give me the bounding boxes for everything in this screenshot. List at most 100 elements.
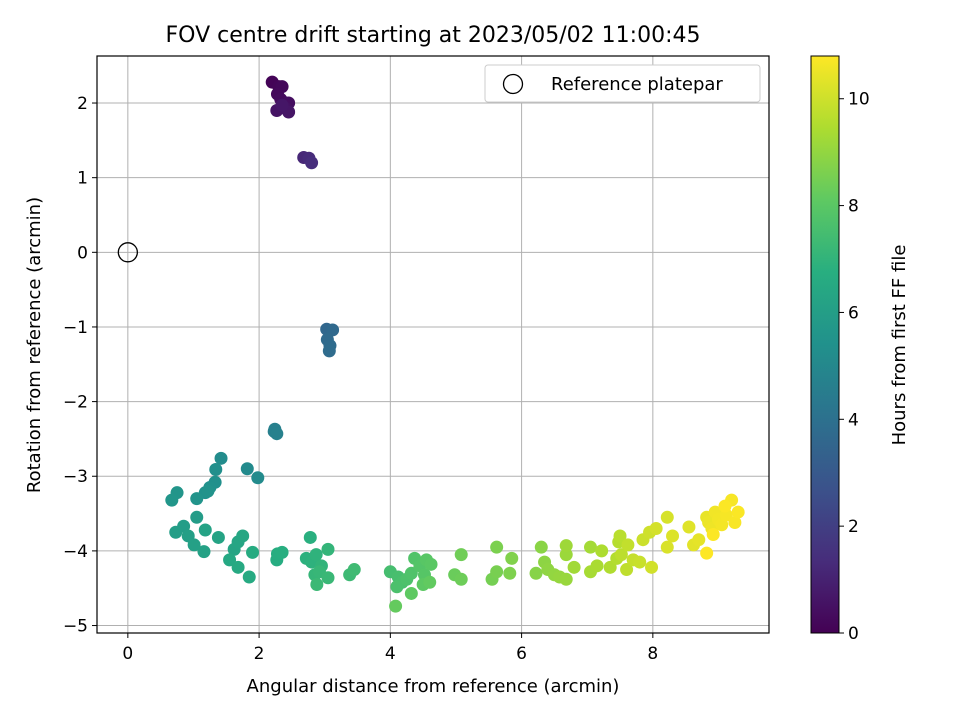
data-point: [700, 546, 714, 560]
y-tick-label: −2: [63, 393, 88, 413]
x-tick-label: 2: [254, 644, 265, 664]
legend-marker-circle: [502, 73, 524, 95]
data-point: [660, 510, 674, 524]
colorbar-tick-label: 6: [848, 303, 859, 323]
y-tick-label: −1: [63, 318, 88, 338]
colorbar-label: Hours from first FF file: [889, 245, 910, 446]
data-point: [595, 544, 609, 558]
data-point: [309, 548, 323, 562]
data-point: [529, 566, 543, 580]
colorbar: [810, 55, 840, 634]
data-point: [209, 463, 223, 477]
data-point: [404, 586, 418, 600]
data-point: [603, 560, 617, 574]
data-point: [645, 560, 659, 574]
data-point: [242, 570, 256, 584]
legend: Reference platepar: [484, 64, 761, 103]
data-point: [505, 551, 519, 565]
data-point: [660, 540, 674, 554]
data-point: [613, 529, 627, 543]
data-point: [666, 529, 680, 543]
data-point: [240, 462, 254, 476]
data-point: [404, 566, 418, 580]
y-tick-label: 1: [77, 169, 88, 189]
data-point: [275, 545, 289, 559]
data-point: [169, 525, 183, 539]
plot-frame: [96, 55, 770, 634]
data-point: [534, 540, 548, 554]
data-point: [246, 545, 260, 559]
y-axis-ticks: −5 −4 −3 −2 −1 0 1 2: [63, 94, 97, 637]
x-tick-label: 8: [647, 644, 658, 664]
reference-platepar-marker: [117, 242, 138, 263]
data-point: [424, 557, 438, 571]
data-point: [614, 548, 628, 562]
data-point: [715, 518, 729, 532]
chart-title: FOV centre drift starting at 2023/05/02 …: [166, 23, 701, 48]
y-tick-label: 0: [77, 243, 88, 263]
data-point: [621, 538, 635, 552]
data-point: [310, 577, 324, 591]
x-tick-label: 4: [385, 644, 396, 664]
data-point: [165, 493, 179, 507]
data-point: [305, 156, 319, 170]
x-tick-label: 6: [516, 644, 527, 664]
data-point: [559, 572, 573, 586]
data-point: [347, 563, 361, 577]
grid-lines: [97, 56, 769, 633]
colorbar-tick-label: 0: [848, 624, 859, 644]
data-point: [559, 548, 573, 562]
x-axis-ticks: 0 2 4 6 8: [122, 633, 658, 664]
y-tick-label: −5: [63, 617, 88, 637]
data-point: [682, 520, 696, 534]
data-point: [633, 555, 647, 569]
colorbar-tick-label: 4: [848, 410, 859, 430]
colorbar-tick-label: 2: [848, 517, 859, 537]
data-point: [197, 545, 211, 559]
data-point: [423, 575, 437, 589]
data-point: [198, 523, 212, 537]
colorbar-ticks: 0 2 4 6 8 10: [839, 90, 870, 644]
data-point: [584, 540, 597, 554]
data-point: [214, 451, 228, 465]
data-point: [559, 539, 573, 553]
y-tick-label: −4: [63, 542, 88, 562]
data-point: [454, 572, 468, 586]
data-point: [490, 565, 504, 579]
data-point: [190, 492, 204, 506]
y-tick-label: −3: [63, 467, 88, 487]
data-point: [718, 499, 732, 513]
data-point: [728, 516, 742, 530]
data-point: [201, 484, 215, 498]
data-point: [211, 530, 225, 544]
x-axis-label: Angular distance from reference (arcmin): [247, 676, 620, 697]
data-point: [503, 566, 517, 580]
data-point: [389, 599, 403, 613]
data-point: [706, 527, 720, 541]
data-point: [490, 540, 504, 554]
legend-entry-reference: Reference platepar: [551, 74, 723, 95]
data-point: [620, 563, 634, 577]
colorbar-tick-label: 10: [848, 90, 870, 110]
reference-marker-group: [117, 242, 138, 263]
colorbar-tick-label: 8: [848, 197, 859, 217]
y-axis-label: Rotation from reference (arcmin): [24, 197, 45, 493]
data-point: [692, 533, 706, 547]
data-point: [390, 580, 404, 594]
y-tick-label: 2: [77, 94, 88, 114]
data-point: [321, 571, 335, 585]
data-point: [270, 427, 284, 441]
x-tick-label: 0: [122, 644, 133, 664]
data-points: [165, 75, 745, 613]
data-point: [251, 471, 265, 485]
data-point: [649, 521, 663, 535]
data-point: [321, 542, 335, 556]
data-point: [731, 505, 745, 519]
data-point: [231, 560, 245, 574]
data-point: [567, 560, 581, 574]
data-point: [303, 530, 317, 544]
data-point: [454, 548, 468, 562]
data-point: [190, 510, 204, 524]
data-point: [590, 559, 604, 573]
